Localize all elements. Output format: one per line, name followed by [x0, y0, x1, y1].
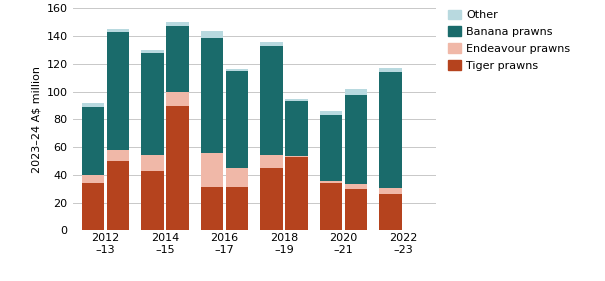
Bar — [141, 50, 163, 53]
Bar — [260, 168, 283, 230]
Bar — [82, 107, 104, 175]
Bar — [319, 183, 342, 230]
Bar — [166, 92, 189, 106]
Bar — [379, 72, 402, 188]
Bar — [82, 183, 104, 230]
Bar — [319, 181, 342, 183]
Bar — [200, 38, 223, 153]
Bar — [141, 53, 163, 155]
Bar — [82, 175, 104, 183]
Bar — [260, 42, 283, 46]
Bar — [285, 99, 308, 101]
Bar — [106, 150, 129, 161]
Bar — [285, 156, 308, 157]
Bar — [379, 68, 402, 72]
Bar — [285, 157, 308, 230]
Bar — [379, 194, 402, 230]
Bar — [166, 106, 189, 230]
Bar — [379, 188, 402, 194]
Bar — [260, 155, 283, 168]
Bar — [319, 115, 342, 181]
Bar — [141, 171, 163, 230]
Bar — [106, 29, 129, 32]
Bar — [166, 26, 189, 92]
Bar — [106, 32, 129, 150]
Bar — [200, 187, 223, 230]
Bar — [345, 184, 367, 189]
Bar — [285, 101, 308, 156]
Bar — [345, 89, 367, 95]
Bar — [106, 161, 129, 230]
Y-axis label: 2023–24 A$ million: 2023–24 A$ million — [31, 66, 41, 173]
Bar — [226, 168, 248, 187]
Bar — [141, 155, 163, 171]
Bar — [345, 189, 367, 230]
Legend: Other, Banana prawns, Endeavour prawns, Tiger prawns: Other, Banana prawns, Endeavour prawns, … — [448, 10, 571, 71]
Bar — [226, 71, 248, 168]
Bar — [226, 187, 248, 230]
Bar — [82, 103, 104, 107]
Bar — [166, 22, 189, 26]
Bar — [200, 153, 223, 187]
Bar — [260, 46, 283, 155]
Bar — [345, 95, 367, 184]
Bar — [319, 111, 342, 115]
Bar — [200, 31, 223, 38]
Bar — [226, 69, 248, 71]
